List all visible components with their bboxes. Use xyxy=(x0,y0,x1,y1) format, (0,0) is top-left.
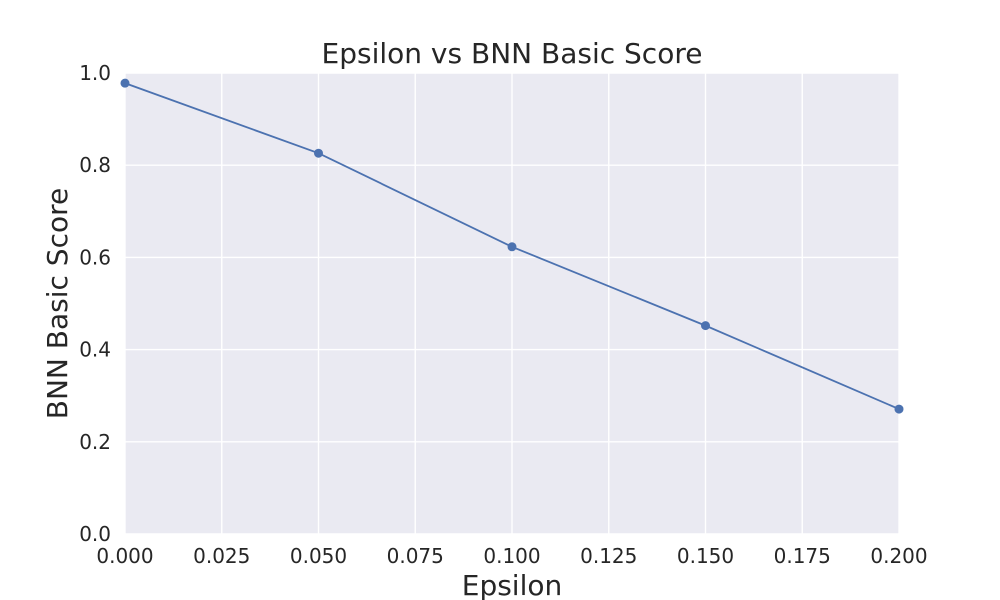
y-tick-label: 1.0 xyxy=(79,61,111,85)
x-tick-label: 0.075 xyxy=(387,544,444,568)
x-tick-label: 0.100 xyxy=(483,544,540,568)
x-tick-label: 0.175 xyxy=(774,544,831,568)
x-tick-label: 0.000 xyxy=(96,544,153,568)
y-tick-label: 0.8 xyxy=(79,153,111,177)
y-axis-label: BNN Basic Score xyxy=(41,188,74,419)
y-tick-label: 0.4 xyxy=(79,338,111,362)
x-tick-label: 0.025 xyxy=(193,544,250,568)
data-point xyxy=(314,148,323,158)
x-axis-label: Epsilon xyxy=(462,569,563,600)
y-tick-label: 0.2 xyxy=(79,430,111,454)
x-tick-label: 0.200 xyxy=(870,544,927,568)
y-tick-label: 0.6 xyxy=(79,245,111,269)
tick-labels: 0.000 0.025 0.050 0.075 0.100 0.125 0.150 0.175… xyxy=(79,61,927,568)
y-tick-label: 0.0 xyxy=(79,522,111,546)
x-tick-label: 0.150 xyxy=(677,544,734,568)
data-point xyxy=(701,321,710,331)
chart-title: Epsilon vs BNN Basic Score xyxy=(322,37,703,70)
data-point xyxy=(894,404,904,414)
data-point xyxy=(120,78,130,88)
x-tick-label: 0.050 xyxy=(290,544,347,568)
data-series xyxy=(120,78,904,414)
x-tick-label: 0.125 xyxy=(580,544,637,568)
data-point xyxy=(507,242,517,252)
